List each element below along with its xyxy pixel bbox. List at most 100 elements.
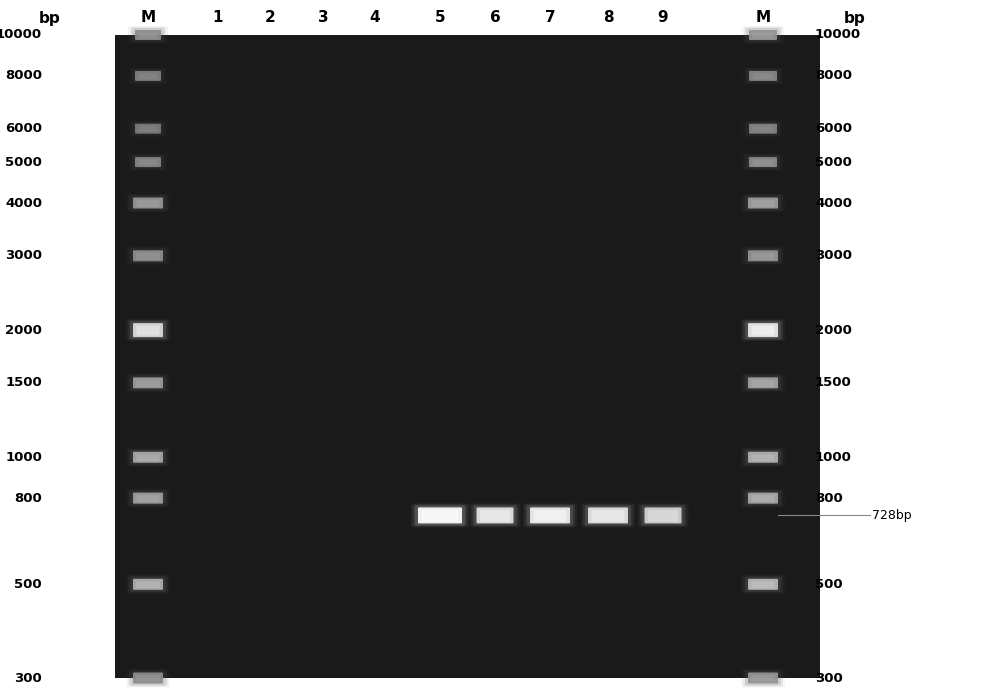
FancyBboxPatch shape bbox=[743, 195, 783, 211]
FancyBboxPatch shape bbox=[133, 672, 163, 683]
FancyBboxPatch shape bbox=[753, 160, 774, 165]
FancyBboxPatch shape bbox=[525, 505, 575, 526]
FancyBboxPatch shape bbox=[474, 505, 516, 526]
FancyBboxPatch shape bbox=[130, 154, 166, 170]
FancyBboxPatch shape bbox=[745, 248, 781, 263]
FancyBboxPatch shape bbox=[130, 68, 166, 84]
FancyBboxPatch shape bbox=[415, 505, 465, 526]
FancyBboxPatch shape bbox=[745, 491, 781, 505]
FancyBboxPatch shape bbox=[133, 323, 163, 337]
FancyBboxPatch shape bbox=[126, 575, 170, 594]
FancyBboxPatch shape bbox=[583, 505, 633, 526]
Text: 3000: 3000 bbox=[5, 249, 42, 262]
FancyBboxPatch shape bbox=[132, 69, 164, 83]
Text: 7: 7 bbox=[545, 10, 555, 26]
FancyBboxPatch shape bbox=[128, 195, 168, 211]
FancyBboxPatch shape bbox=[748, 579, 778, 590]
FancyBboxPatch shape bbox=[126, 669, 170, 688]
FancyBboxPatch shape bbox=[746, 121, 780, 135]
Text: 4: 4 bbox=[370, 10, 380, 26]
FancyBboxPatch shape bbox=[752, 200, 774, 207]
Text: 3000: 3000 bbox=[815, 249, 852, 262]
FancyBboxPatch shape bbox=[135, 30, 161, 40]
Text: 8: 8 bbox=[603, 10, 613, 26]
FancyBboxPatch shape bbox=[138, 126, 158, 132]
FancyBboxPatch shape bbox=[136, 253, 160, 260]
FancyBboxPatch shape bbox=[748, 378, 778, 388]
FancyBboxPatch shape bbox=[130, 121, 166, 137]
FancyBboxPatch shape bbox=[741, 373, 785, 392]
FancyBboxPatch shape bbox=[581, 503, 635, 528]
Text: 800: 800 bbox=[14, 491, 42, 505]
FancyBboxPatch shape bbox=[136, 326, 160, 336]
FancyBboxPatch shape bbox=[741, 193, 785, 212]
FancyBboxPatch shape bbox=[741, 669, 785, 688]
FancyBboxPatch shape bbox=[480, 510, 510, 522]
FancyBboxPatch shape bbox=[133, 251, 163, 261]
Text: 9: 9 bbox=[658, 10, 668, 26]
FancyBboxPatch shape bbox=[745, 376, 781, 390]
FancyBboxPatch shape bbox=[126, 319, 170, 341]
FancyBboxPatch shape bbox=[753, 126, 774, 132]
FancyBboxPatch shape bbox=[136, 675, 160, 682]
FancyBboxPatch shape bbox=[745, 577, 781, 592]
Text: bp: bp bbox=[844, 10, 866, 26]
FancyBboxPatch shape bbox=[585, 505, 631, 526]
FancyBboxPatch shape bbox=[743, 669, 783, 687]
FancyBboxPatch shape bbox=[648, 510, 678, 522]
FancyBboxPatch shape bbox=[741, 575, 785, 594]
Text: 5000: 5000 bbox=[5, 156, 42, 169]
Text: 5000: 5000 bbox=[815, 156, 852, 169]
FancyBboxPatch shape bbox=[743, 449, 783, 466]
FancyBboxPatch shape bbox=[742, 67, 784, 85]
FancyBboxPatch shape bbox=[130, 577, 166, 592]
Text: 728bp: 728bp bbox=[872, 509, 912, 522]
Text: 800: 800 bbox=[815, 491, 843, 505]
FancyBboxPatch shape bbox=[130, 376, 166, 390]
FancyBboxPatch shape bbox=[638, 503, 688, 528]
FancyBboxPatch shape bbox=[130, 671, 166, 685]
FancyBboxPatch shape bbox=[743, 320, 783, 340]
FancyBboxPatch shape bbox=[745, 321, 781, 339]
Text: 2000: 2000 bbox=[5, 324, 42, 336]
FancyBboxPatch shape bbox=[133, 198, 163, 209]
FancyBboxPatch shape bbox=[130, 195, 166, 211]
Text: 1500: 1500 bbox=[5, 376, 42, 389]
Text: 1000: 1000 bbox=[815, 451, 852, 463]
FancyBboxPatch shape bbox=[472, 505, 518, 526]
FancyBboxPatch shape bbox=[126, 489, 170, 507]
FancyBboxPatch shape bbox=[746, 69, 780, 83]
FancyBboxPatch shape bbox=[527, 505, 573, 526]
FancyBboxPatch shape bbox=[470, 503, 520, 528]
Text: 8000: 8000 bbox=[815, 69, 852, 82]
FancyBboxPatch shape bbox=[133, 579, 163, 590]
FancyBboxPatch shape bbox=[741, 489, 785, 507]
FancyBboxPatch shape bbox=[138, 160, 158, 165]
Bar bbox=[115, 35, 820, 678]
FancyBboxPatch shape bbox=[130, 491, 166, 505]
Text: 1500: 1500 bbox=[815, 376, 852, 389]
FancyBboxPatch shape bbox=[753, 33, 774, 38]
FancyBboxPatch shape bbox=[136, 495, 160, 502]
FancyBboxPatch shape bbox=[749, 30, 777, 40]
FancyBboxPatch shape bbox=[748, 251, 778, 261]
FancyBboxPatch shape bbox=[742, 26, 784, 44]
Text: 6000: 6000 bbox=[815, 122, 852, 135]
Text: bp: bp bbox=[39, 10, 61, 26]
FancyBboxPatch shape bbox=[126, 447, 170, 467]
Text: 4000: 4000 bbox=[815, 197, 852, 209]
FancyBboxPatch shape bbox=[411, 503, 469, 528]
FancyBboxPatch shape bbox=[752, 253, 774, 260]
FancyBboxPatch shape bbox=[130, 450, 166, 465]
FancyBboxPatch shape bbox=[742, 153, 784, 171]
FancyBboxPatch shape bbox=[135, 124, 161, 134]
FancyBboxPatch shape bbox=[136, 200, 160, 207]
FancyBboxPatch shape bbox=[523, 503, 577, 528]
FancyBboxPatch shape bbox=[130, 321, 166, 339]
FancyBboxPatch shape bbox=[136, 380, 160, 387]
Text: 10000: 10000 bbox=[0, 29, 42, 41]
FancyBboxPatch shape bbox=[743, 247, 783, 265]
FancyBboxPatch shape bbox=[130, 248, 166, 263]
FancyBboxPatch shape bbox=[741, 319, 785, 341]
FancyBboxPatch shape bbox=[748, 323, 778, 337]
